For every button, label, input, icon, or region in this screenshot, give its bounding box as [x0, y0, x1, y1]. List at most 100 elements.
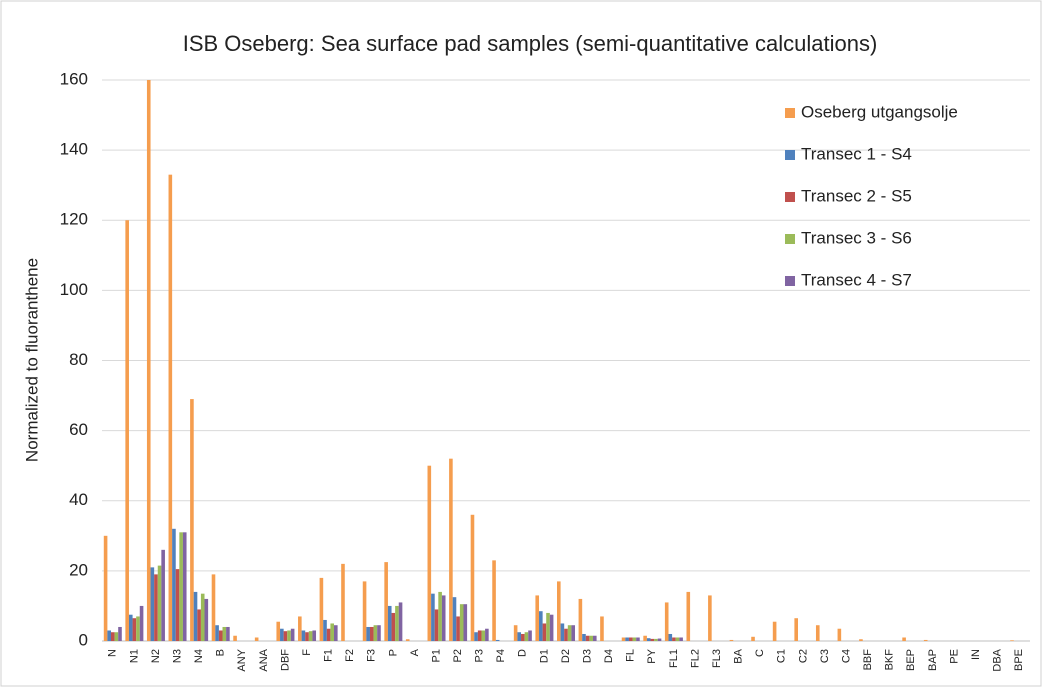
x-tick-label: N2 — [150, 649, 162, 663]
bar — [305, 632, 309, 641]
bar — [150, 567, 155, 641]
bar — [557, 581, 561, 641]
bar — [200, 593, 205, 641]
legend-swatch — [785, 192, 795, 202]
bar — [384, 562, 388, 641]
bar — [679, 637, 683, 641]
bar — [636, 637, 640, 641]
legend-label: Transec 2 - S5 — [801, 186, 912, 205]
y-tick-label: 40 — [69, 490, 88, 509]
bar — [485, 628, 489, 641]
bar — [646, 638, 651, 641]
bar — [204, 598, 209, 641]
bar — [387, 605, 392, 641]
bar — [161, 549, 165, 641]
bar — [535, 595, 540, 641]
bar — [441, 595, 446, 641]
x-tick-label: BBF — [862, 649, 874, 671]
x-tick-label: P4 — [495, 649, 507, 662]
bar — [459, 604, 464, 641]
bar — [114, 632, 119, 641]
x-tick-label: BEP — [905, 649, 917, 671]
legend-swatch — [785, 276, 795, 286]
bar — [179, 532, 183, 641]
bar — [254, 637, 259, 641]
bar — [369, 626, 374, 641]
bar — [182, 532, 187, 641]
bar — [495, 639, 500, 641]
x-tick-label: BKF — [884, 649, 896, 671]
x-tick-label: D — [517, 649, 529, 657]
x-tick-label: D2 — [560, 649, 572, 663]
bar — [168, 174, 173, 641]
bar — [600, 616, 604, 641]
x-tick-label: C2 — [797, 649, 809, 663]
bar — [290, 628, 295, 641]
bar — [923, 639, 928, 641]
bar — [546, 612, 550, 641]
bar — [366, 626, 370, 641]
bar — [729, 639, 734, 641]
bar — [452, 597, 457, 641]
y-tick-label: 140 — [60, 140, 88, 159]
bar — [463, 604, 468, 641]
x-tick-label: B — [215, 649, 227, 656]
x-tick-label: P — [387, 649, 399, 656]
bar — [110, 632, 115, 641]
bar — [373, 625, 378, 641]
bar — [837, 628, 842, 641]
bar — [341, 563, 345, 641]
bar — [751, 636, 755, 641]
x-tick-label: FL2 — [689, 649, 701, 668]
x-tick-label: N3 — [171, 649, 183, 663]
x-tick-label: BA — [733, 648, 745, 663]
x-tick-label: ANA — [258, 648, 270, 671]
bar — [686, 591, 691, 641]
bar — [308, 631, 313, 641]
bar — [794, 618, 798, 641]
bar — [664, 602, 669, 641]
bar — [391, 612, 396, 641]
bar — [118, 626, 122, 641]
bar — [222, 626, 227, 641]
bar — [650, 638, 655, 641]
bar — [334, 625, 338, 641]
bar — [815, 625, 820, 641]
bar — [589, 635, 593, 641]
y-tick-label: 100 — [60, 280, 88, 299]
x-tick-label: DBF — [279, 649, 291, 671]
x-tick-label: F1 — [323, 649, 335, 662]
bar — [211, 574, 216, 641]
legend-label: Transec 3 - S6 — [801, 228, 912, 247]
x-tick-label: BPE — [1013, 649, 1025, 671]
x-tick-label: FL3 — [711, 649, 723, 668]
bar — [456, 616, 460, 641]
bar — [287, 630, 291, 641]
x-tick-label: DBA — [992, 648, 1004, 671]
y-tick-label: 80 — [69, 350, 88, 369]
x-tick-label: N4 — [193, 649, 205, 663]
bar — [708, 595, 712, 641]
x-tick-label: FL1 — [668, 649, 680, 668]
bar — [578, 598, 583, 641]
bar — [362, 581, 367, 641]
bar — [902, 637, 906, 641]
bar — [449, 458, 453, 641]
x-tick-label: ANY — [236, 648, 248, 671]
bar — [672, 637, 676, 641]
x-tick-label: C4 — [840, 649, 852, 663]
bar — [621, 637, 626, 641]
x-tick-label: F3 — [366, 649, 378, 662]
x-tick-label: FL — [625, 649, 637, 662]
x-tick-label: C3 — [819, 649, 831, 663]
bar — [283, 631, 288, 641]
x-tick-label: N — [107, 649, 119, 657]
bar — [226, 626, 230, 641]
bar — [481, 630, 486, 641]
x-tick-label: D3 — [581, 649, 593, 663]
bar — [136, 616, 140, 641]
bar — [643, 635, 647, 641]
x-tick-label: PY — [646, 648, 658, 663]
bar — [107, 630, 111, 641]
